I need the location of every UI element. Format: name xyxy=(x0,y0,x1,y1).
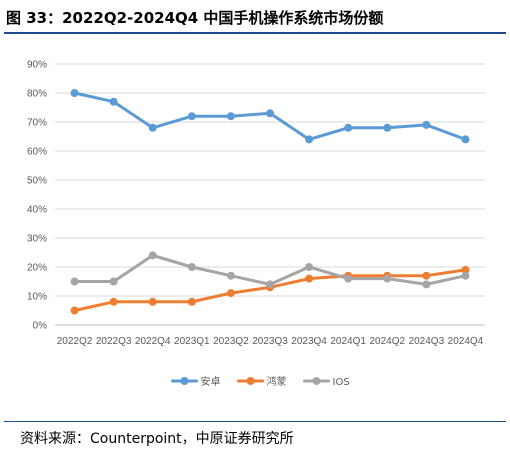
data-point xyxy=(187,263,196,271)
y-axis-ticks: 0% 10% 20% 30% 40% 50% 60% 70% 80% 90% xyxy=(27,60,47,332)
data-point xyxy=(422,280,431,289)
data-point xyxy=(148,297,157,306)
x-tick-label: 2022Q3 xyxy=(96,336,132,347)
data-point xyxy=(226,289,235,298)
legend-label: IOS xyxy=(333,377,350,388)
data-point xyxy=(226,271,235,280)
y-tick-label: 50% xyxy=(27,176,47,187)
data-point xyxy=(422,271,431,280)
data-point xyxy=(109,277,118,286)
data-point xyxy=(109,297,118,306)
data-point xyxy=(383,123,392,132)
x-tick-label: 2024Q2 xyxy=(369,336,405,347)
data-point xyxy=(305,263,314,271)
x-axis-ticks: 2022Q2 2022Q3 2022Q4 2023Q1 2023Q2 2023Q3 2023… xyxy=(57,336,484,347)
data-point xyxy=(148,123,157,132)
data-point xyxy=(461,271,470,280)
data-point xyxy=(109,97,118,106)
data-point xyxy=(70,306,79,315)
y-tick-label: 80% xyxy=(27,89,47,100)
data-point xyxy=(305,135,314,144)
series-鸿蒙 xyxy=(70,265,470,315)
source-divider xyxy=(4,421,506,422)
series-lines xyxy=(70,89,470,315)
figure-header: 图 33：2022Q2-2024Q4 中国手机操作系统市场份额 xyxy=(0,0,510,32)
legend-label: 安卓 xyxy=(201,375,221,388)
x-tick-label: 2024Q3 xyxy=(409,336,445,347)
title-divider xyxy=(4,32,506,34)
data-point xyxy=(187,112,196,121)
data-point xyxy=(187,297,196,306)
legend-marker xyxy=(246,377,255,385)
y-tick-label: 20% xyxy=(27,263,47,274)
y-tick-label: 0% xyxy=(33,321,48,332)
gridlines xyxy=(55,63,485,326)
y-tick-label: 90% xyxy=(27,60,47,71)
legend-item: IOS xyxy=(303,377,350,388)
x-tick-label: 2023Q2 xyxy=(213,336,249,347)
legend-marker xyxy=(180,377,189,385)
x-tick-label: 2023Q3 xyxy=(252,336,288,347)
x-tick-label: 2023Q4 xyxy=(291,336,327,347)
data-point xyxy=(70,277,79,286)
legend-item: 安卓 xyxy=(171,375,221,388)
series-IOS xyxy=(70,251,470,289)
x-tick-label: 2023Q1 xyxy=(174,336,210,347)
figure-title: 图 33：2022Q2-2024Q4 中国手机操作系统市场份额 xyxy=(6,9,384,27)
data-point xyxy=(148,251,157,260)
data-point xyxy=(266,109,274,118)
data-point xyxy=(461,135,470,144)
y-tick-label: 70% xyxy=(27,118,47,129)
line-chart: 0%10%20%30%40%50%60%70%80%90% 2022Q2 2022… xyxy=(27,60,485,388)
data-point xyxy=(266,280,274,289)
legend-item: 鸿蒙 xyxy=(237,375,287,388)
data-point xyxy=(461,265,470,274)
source-note: 资料来源：Counterpoint，中原证券研究所 xyxy=(20,431,294,447)
data-point xyxy=(422,120,431,129)
data-point xyxy=(344,123,353,132)
data-point xyxy=(70,89,79,97)
y-tick-label: 40% xyxy=(27,205,47,216)
x-tick-label: 2024Q1 xyxy=(330,336,366,347)
data-point xyxy=(226,112,235,121)
y-tick-label: 60% xyxy=(27,147,47,158)
legend: 安卓 鸿蒙 IOS xyxy=(171,375,350,388)
series-安卓 xyxy=(70,89,470,144)
x-tick-label: 2022Q2 xyxy=(57,336,93,347)
x-tick-label: 2022Q4 xyxy=(135,336,171,347)
legend-marker xyxy=(312,377,321,385)
data-point xyxy=(344,274,353,283)
y-tick-label: 30% xyxy=(27,234,47,245)
x-tick-label: 2024Q4 xyxy=(448,336,484,347)
y-tick-label: 10% xyxy=(27,292,47,303)
data-point xyxy=(383,274,392,283)
data-point xyxy=(305,274,314,283)
series-line xyxy=(73,253,467,286)
legend-label: 鸿蒙 xyxy=(267,375,287,388)
